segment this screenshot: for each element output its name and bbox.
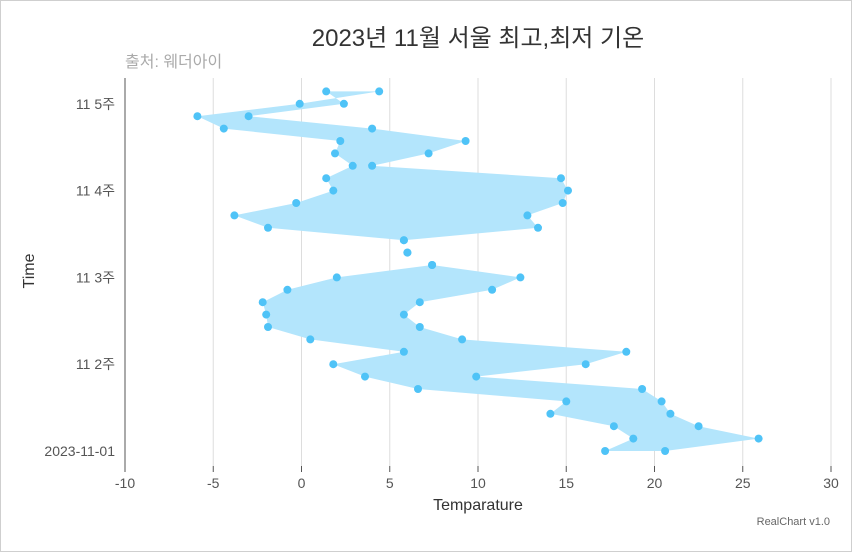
max-point[interactable] <box>622 347 631 356</box>
chart-credit: RealChart v1.0 <box>756 516 830 528</box>
max-point[interactable] <box>368 124 377 133</box>
min-point[interactable] <box>329 186 338 195</box>
max-point[interactable] <box>638 385 647 393</box>
min-point[interactable] <box>295 99 304 108</box>
max-point[interactable] <box>488 285 497 294</box>
max-point[interactable] <box>403 248 412 257</box>
axes: -10 -5 0 5 10 15 20 25 30 2023-11-01 11 2주 11 3주 11 … <box>44 78 839 491</box>
min-point[interactable] <box>322 174 331 183</box>
min-point[interactable] <box>258 298 267 307</box>
max-point[interactable] <box>557 174 565 183</box>
max-point[interactable] <box>534 223 542 232</box>
max-point[interactable] <box>322 87 331 96</box>
max-point[interactable] <box>558 199 567 207</box>
y-axis-title: Time <box>21 253 38 288</box>
max-point[interactable] <box>424 149 433 158</box>
max-point[interactable] <box>458 335 467 344</box>
min-point[interactable] <box>414 385 422 393</box>
x-tick-label: 5 <box>386 475 394 491</box>
max-point[interactable] <box>581 360 590 369</box>
min-point[interactable] <box>306 335 315 344</box>
max-point[interactable] <box>399 236 408 245</box>
max-point[interactable] <box>428 261 437 269</box>
y-tick-label: 11 2주 <box>76 356 115 372</box>
min-point[interactable] <box>332 273 341 282</box>
max-point[interactable] <box>754 434 763 443</box>
min-point[interactable] <box>562 397 571 406</box>
min-point[interactable] <box>329 360 338 369</box>
min-point[interactable] <box>283 285 292 294</box>
min-point[interactable] <box>230 211 239 220</box>
min-point[interactable] <box>292 199 301 207</box>
x-tick-label: 20 <box>647 475 663 491</box>
max-point[interactable] <box>368 161 377 170</box>
chart-subtitle: 출처: 웨더아이 <box>125 54 223 71</box>
min-point[interactable] <box>262 310 271 319</box>
max-point[interactable] <box>461 137 470 145</box>
max-point[interactable] <box>657 397 666 406</box>
x-tick-label: 10 <box>470 475 486 491</box>
y-tick-label: 11 3주 <box>76 269 115 285</box>
x-tick-label: 30 <box>823 475 839 491</box>
min-point[interactable] <box>348 161 357 170</box>
min-point[interactable] <box>331 149 339 158</box>
x-tick-label: -10 <box>115 475 135 491</box>
min-point[interactable] <box>264 223 272 232</box>
max-point[interactable] <box>516 273 525 282</box>
max-point[interactable] <box>523 211 532 220</box>
min-point[interactable] <box>399 347 408 356</box>
data-points <box>193 87 763 455</box>
max-point[interactable] <box>415 298 424 307</box>
max-point[interactable] <box>564 186 572 195</box>
max-point[interactable] <box>244 112 253 121</box>
x-tick-label: 25 <box>735 475 751 491</box>
min-point[interactable] <box>546 409 555 418</box>
max-point[interactable] <box>339 99 348 108</box>
area-layer <box>197 91 759 452</box>
min-point[interactable] <box>361 372 369 381</box>
chart-title: 2023년 11월 서울 최고,최저 기온 <box>311 25 645 52</box>
max-point[interactable] <box>415 323 424 331</box>
min-point[interactable] <box>609 422 618 431</box>
y-tick-label: 2023-11-01 <box>44 443 115 459</box>
x-tick-label: 0 <box>298 475 306 491</box>
max-point[interactable] <box>472 372 481 381</box>
y-tick-label: 11 4주 <box>76 183 115 199</box>
x-tick-label: -5 <box>207 475 220 491</box>
min-point[interactable] <box>193 112 202 121</box>
max-point[interactable] <box>694 422 703 431</box>
min-point[interactable] <box>219 124 228 133</box>
max-point[interactable] <box>399 310 408 319</box>
min-point[interactable] <box>375 87 384 96</box>
min-point[interactable] <box>601 447 610 455</box>
y-tick-label: 11 5주 <box>76 96 115 112</box>
max-point[interactable] <box>661 447 670 455</box>
range-area <box>197 91 759 452</box>
min-point[interactable] <box>264 323 272 331</box>
min-point[interactable] <box>629 434 638 443</box>
min-point[interactable] <box>336 137 345 145</box>
x-axis-title: Temparature <box>433 497 523 514</box>
max-point[interactable] <box>666 409 675 418</box>
x-tick-label: 15 <box>558 475 574 491</box>
